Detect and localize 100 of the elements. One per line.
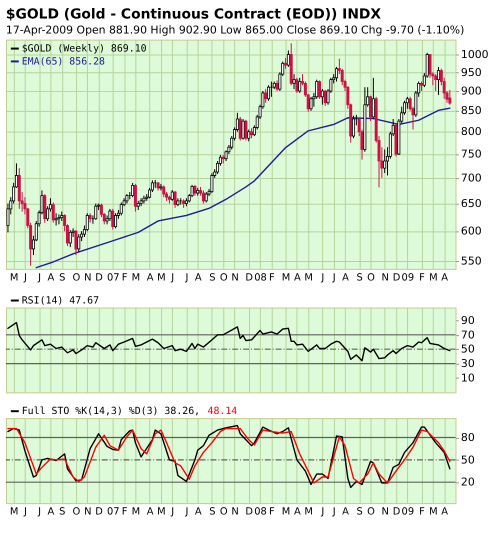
candlestick — [60, 211, 64, 222]
x-tick-label: A — [194, 506, 202, 518]
candlestick — [250, 128, 254, 139]
x-tick-label: A — [48, 272, 55, 284]
candlestick — [136, 200, 140, 210]
y-tick-label: 950 — [460, 66, 482, 79]
x-tick-label: A — [294, 506, 301, 518]
candlestick — [131, 182, 134, 198]
x-tick-label: S — [356, 506, 363, 518]
legend-label: Full STO %K(14,3) %D(3) 38.26, — [22, 406, 200, 418]
candlestick — [114, 212, 118, 229]
candlestick — [174, 190, 177, 208]
x-tick-label: A — [342, 506, 350, 518]
candlestick — [434, 74, 438, 92]
series-label: 48.14 — [207, 406, 238, 418]
x-tick-label: O — [220, 272, 228, 284]
x-tick-label: J — [184, 506, 188, 518]
x-tick-label: A — [146, 272, 154, 284]
y-tick-label: 600 — [460, 224, 482, 238]
candlestick — [193, 184, 196, 196]
candlestick — [108, 208, 112, 222]
candlestick — [352, 115, 356, 139]
x-tick-label: J — [332, 506, 336, 518]
y-tick-label: 550 — [460, 254, 482, 268]
candlestick — [369, 95, 372, 122]
x-tick-label: A — [441, 272, 448, 284]
x-tick-label: M — [132, 272, 140, 284]
x-tick-label: 07 — [106, 272, 120, 284]
x-tick-label: A — [194, 272, 202, 284]
x-tick-label: J — [22, 272, 27, 284]
candlestick — [210, 172, 214, 194]
candlestick — [437, 66, 440, 96]
x-tick-label: M — [157, 272, 166, 284]
x-tick-label: F — [269, 272, 276, 284]
candlestick — [284, 58, 288, 70]
candlestick — [292, 74, 296, 90]
candlestick — [247, 129, 250, 142]
x-tick-label: M — [304, 272, 313, 284]
x-tick-label: J — [37, 506, 42, 518]
x-tick-label: J — [320, 506, 324, 518]
y-tick-label: 30 — [460, 357, 475, 370]
candlestick — [448, 89, 452, 106]
x-tick-label: N — [231, 506, 239, 518]
x-tick-label: M — [282, 272, 290, 284]
x-tick-label: N — [381, 506, 389, 518]
y-tick-label: 700 — [460, 171, 482, 184]
x-tick-label: 09 — [402, 272, 414, 284]
x-tick-label: O — [72, 506, 81, 518]
candlestick — [264, 88, 268, 104]
x-tick-label: S — [59, 272, 66, 284]
y-tick-label: 750 — [460, 148, 482, 161]
x-tick-label: M — [429, 272, 438, 284]
y-tick-label: 50 — [460, 342, 475, 356]
candlestick — [125, 194, 128, 204]
x-tick-label: O — [72, 272, 81, 284]
candlestick — [383, 148, 386, 174]
candlestick — [74, 230, 78, 256]
candlestick — [318, 80, 322, 100]
x-tick-label: D — [245, 272, 254, 284]
x-tick-label: N — [231, 272, 239, 284]
x-tick-label: S — [59, 506, 66, 518]
legend-label: EMA(65) 856.28 — [22, 56, 106, 68]
x-tick-label: M — [282, 506, 290, 518]
x-tick-label: D — [245, 506, 254, 518]
legend-label: $GOLD (Weekly) 869.10 — [22, 44, 147, 55]
candlestick — [88, 212, 92, 224]
x-tick-label: A — [294, 272, 301, 284]
x-tick-label: D — [392, 506, 401, 518]
x-tick-label: S — [209, 272, 216, 284]
candlestick — [52, 202, 55, 224]
candlestick — [267, 84, 270, 102]
y-tick-label: 850 — [460, 104, 482, 118]
x-tick-label: S — [209, 506, 216, 518]
candlestick — [335, 66, 338, 82]
x-tick-label: N — [381, 272, 389, 284]
x-tick-label: M — [157, 506, 166, 518]
x-tick-label: J — [170, 272, 174, 284]
y-tick-label: 80 — [460, 430, 475, 444]
x-tick-label: J — [22, 506, 27, 518]
line-series — [7, 322, 451, 362]
candlestick — [202, 190, 205, 204]
candlestick — [134, 183, 137, 212]
candlestick — [420, 81, 423, 92]
y-tick-label: 50 — [460, 453, 475, 466]
y-tick-label: 900 — [460, 84, 482, 98]
x-tick-label: O — [367, 506, 376, 518]
candlestick — [238, 116, 242, 141]
legend-label: RSI(14) 47.67 — [22, 296, 100, 306]
x-tick-label: M — [10, 506, 18, 518]
x-tick-label: F — [269, 506, 276, 518]
x-tick-label: O — [220, 506, 228, 518]
x-tick-label: 09 — [402, 506, 414, 518]
y-tick-label: 70 — [460, 328, 475, 342]
x-tick-label: D — [95, 506, 104, 518]
candlestick — [68, 230, 72, 248]
candlestick — [242, 118, 245, 140]
x-tick-label: 07 — [106, 506, 120, 518]
chart-title: $GOLD (Gold - Continuous Contract (EOD)) INDX — [6, 6, 382, 22]
x-tick-label: 08 — [254, 506, 267, 518]
x-tick-label: J — [320, 272, 324, 284]
